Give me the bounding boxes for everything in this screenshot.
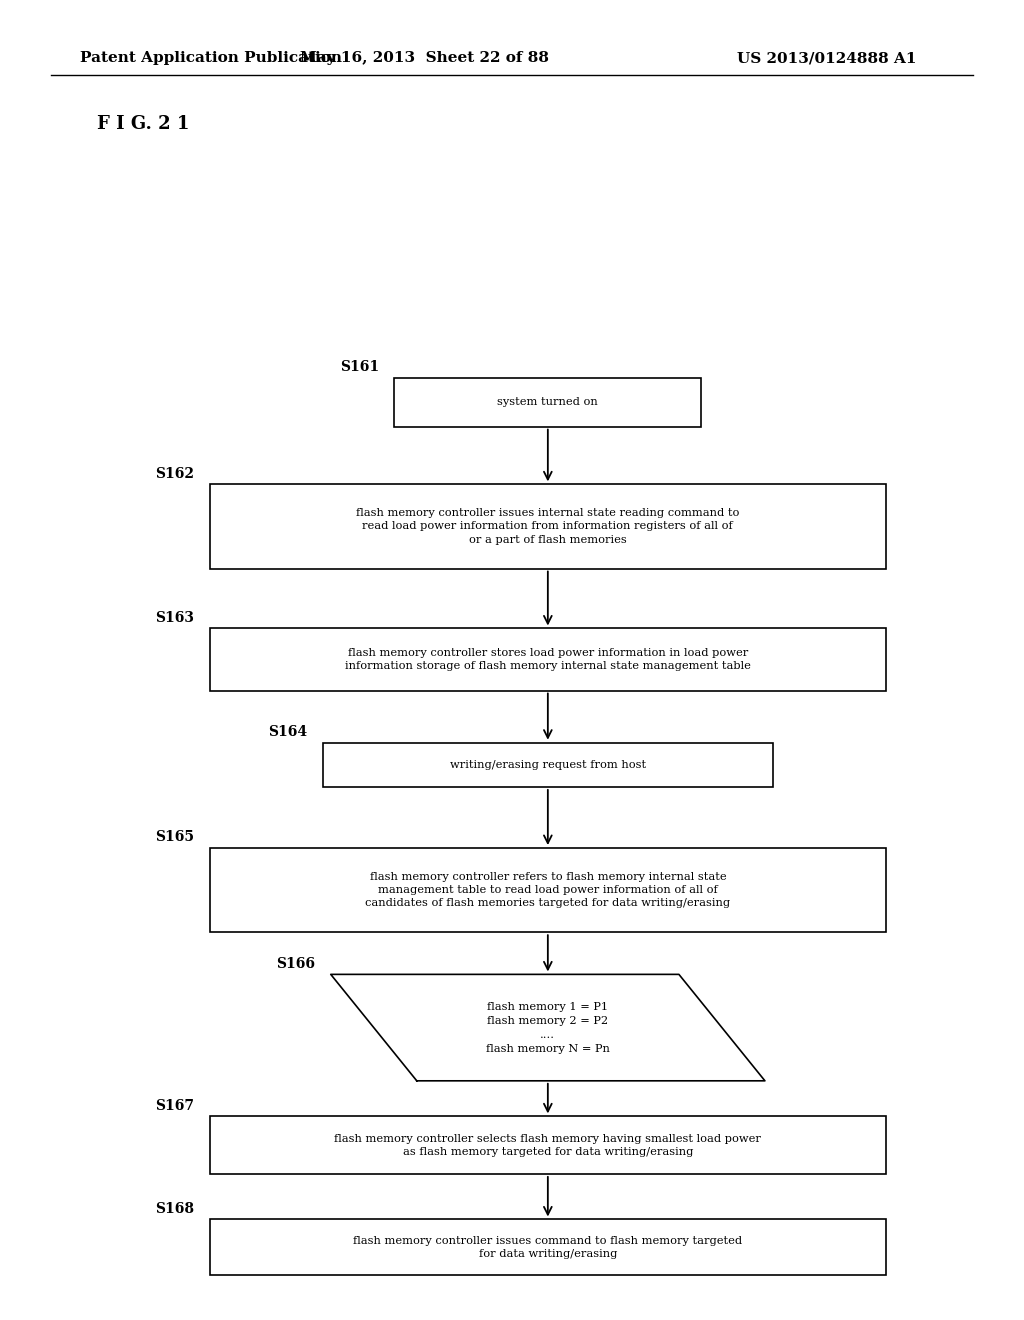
FancyBboxPatch shape (210, 628, 886, 690)
Text: flash memory controller issues command to flash memory targeted
for data writing: flash memory controller issues command t… (353, 1236, 742, 1259)
Text: S166: S166 (276, 957, 315, 970)
Text: S163: S163 (156, 611, 195, 624)
Text: flash memory 1 = P1
flash memory 2 = P2
....
flash memory N = Pn: flash memory 1 = P1 flash memory 2 = P2 … (486, 1002, 609, 1053)
FancyBboxPatch shape (394, 378, 701, 426)
Text: May 16, 2013  Sheet 22 of 88: May 16, 2013 Sheet 22 of 88 (300, 51, 550, 65)
Text: S167: S167 (156, 1098, 195, 1113)
Text: flash memory controller selects flash memory having smallest load power
as flash: flash memory controller selects flash me… (335, 1134, 761, 1156)
Text: system turned on: system turned on (498, 397, 598, 408)
Text: Patent Application Publication: Patent Application Publication (80, 51, 342, 65)
Text: S164: S164 (268, 725, 307, 739)
Text: F I G. 2 1: F I G. 2 1 (97, 115, 189, 133)
Text: US 2013/0124888 A1: US 2013/0124888 A1 (737, 51, 916, 65)
FancyBboxPatch shape (210, 1220, 886, 1275)
FancyBboxPatch shape (323, 743, 773, 787)
FancyBboxPatch shape (210, 1117, 886, 1173)
Text: S168: S168 (156, 1201, 195, 1216)
FancyBboxPatch shape (210, 847, 886, 932)
Text: flash memory controller refers to flash memory internal state
management table t: flash memory controller refers to flash … (366, 873, 730, 908)
Text: S161: S161 (340, 360, 379, 375)
Text: flash memory controller stores load power information in load power
information : flash memory controller stores load powe… (345, 648, 751, 671)
Polygon shape (331, 974, 765, 1081)
Text: flash memory controller issues internal state reading command to
read load power: flash memory controller issues internal … (356, 508, 739, 545)
Text: writing/erasing request from host: writing/erasing request from host (450, 760, 646, 770)
Text: S162: S162 (156, 467, 195, 480)
Text: S165: S165 (156, 830, 195, 845)
FancyBboxPatch shape (210, 484, 886, 569)
